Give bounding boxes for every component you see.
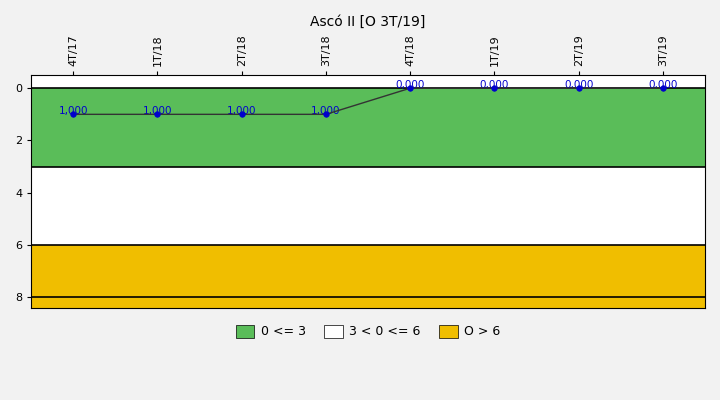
Text: 0,000: 0,000 [564,80,593,90]
Text: 0,000: 0,000 [395,80,425,90]
Text: 1,000: 1,000 [143,106,172,116]
Bar [31,167,705,245]
Title: Ascó II [O 3T/19]: Ascó II [O 3T/19] [310,15,426,29]
Bar [31,245,705,308]
Text: 1,000: 1,000 [311,106,341,116]
Legend: 0 <= 3, 3 < 0 <= 6, O > 6: 0 <= 3, 3 < 0 <= 6, O > 6 [230,320,505,344]
Text: 0,000: 0,000 [648,80,678,90]
Text: 0,000: 0,000 [480,80,509,90]
Text: 1,000: 1,000 [58,106,88,116]
Text: 1,000: 1,000 [227,106,256,116]
Bar [31,88,705,167]
